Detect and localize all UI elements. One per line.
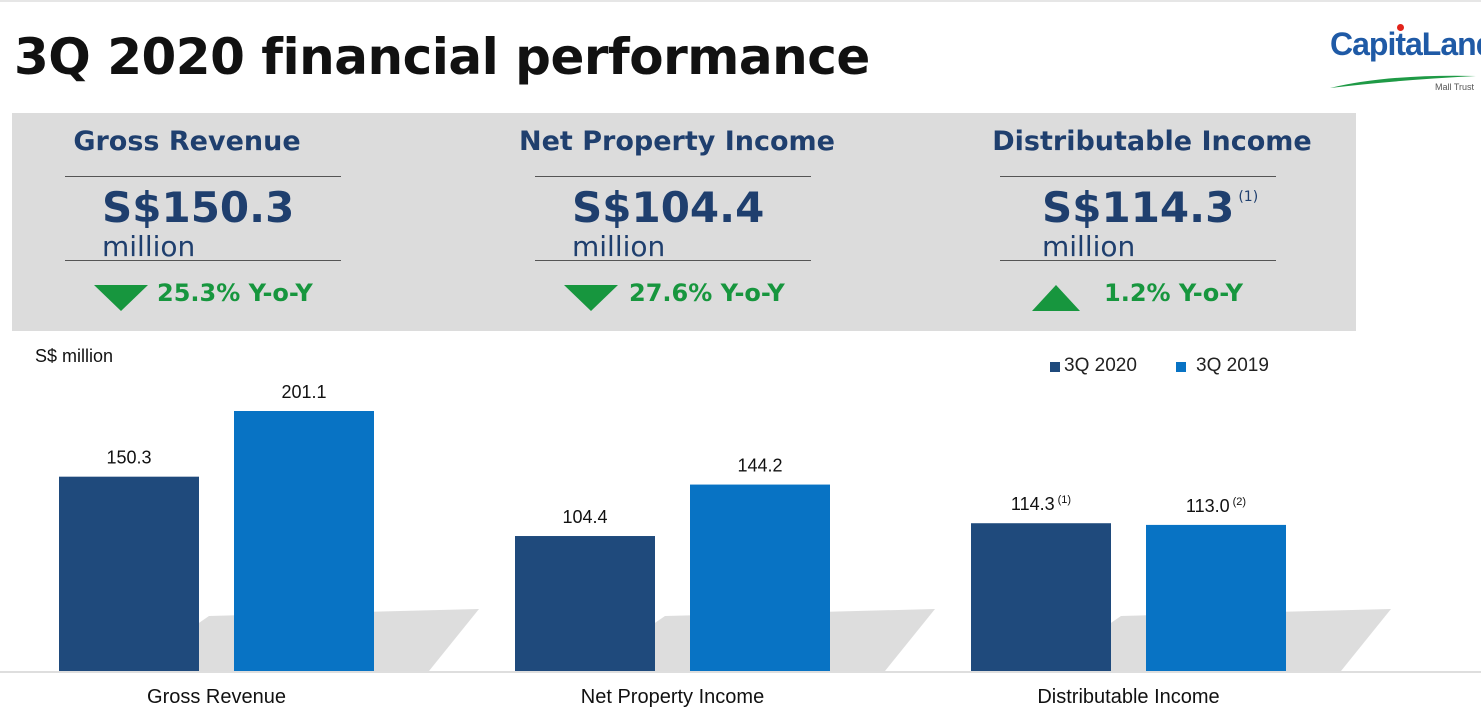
- kpi-divider: [1000, 176, 1276, 177]
- kpi-title: Distributable Income: [992, 126, 1312, 157]
- data-label: 144.2: [737, 456, 782, 476]
- legend-label-2019: 3Q 2019: [1196, 355, 1269, 376]
- legend-swatch-2020: [1050, 362, 1060, 372]
- category-label: Net Property Income: [581, 686, 764, 708]
- data-label: 201.1: [281, 382, 326, 402]
- kpi-title: Net Property Income: [519, 126, 835, 157]
- data-label: 150.3: [106, 448, 151, 468]
- data-label: 104.4: [562, 507, 607, 527]
- kpi-divider: [1000, 260, 1276, 261]
- kpi-change: 27.6% Y-o-Y: [629, 279, 785, 307]
- bar-3q-2020-2: [971, 523, 1111, 671]
- kpi-value: S$150.3: [102, 183, 295, 232]
- kpi-change: 25.3% Y-o-Y: [157, 279, 313, 307]
- kpi-net-property-income: Net Property Income S$104.4 million 27.6…: [507, 113, 867, 331]
- kpi-gross-revenue: Gross Revenue S$150.3 million 25.3% Y-o-…: [37, 113, 397, 331]
- kpi-distributable-income: Distributable Income S$114.3 (1) million …: [972, 113, 1332, 331]
- kpi-divider: [535, 260, 811, 261]
- kpi-divider: [535, 176, 811, 177]
- down-arrow-icon: [94, 285, 148, 311]
- kpi-unit: million: [102, 230, 196, 263]
- bar-3q-2020-1: [515, 536, 655, 671]
- kpi-divider: [65, 176, 341, 177]
- kpi-value: S$114.3 (1): [1042, 183, 1259, 232]
- kpi-divider: [65, 260, 341, 261]
- kpi-value: S$104.4: [572, 183, 765, 232]
- data-label: 114.3 (1): [1011, 494, 1071, 514]
- logo-swoosh-icon: [1330, 75, 1476, 88]
- category-label: Distributable Income: [1037, 686, 1219, 708]
- capitaland-logo: CapitaLand Mall Trust: [1320, 22, 1481, 94]
- category-label: Gross Revenue: [147, 686, 286, 708]
- bar-3q-2019-0: [234, 411, 374, 671]
- data-label: 113.0 (2): [1186, 496, 1246, 516]
- kpi-title: Gross Revenue: [73, 126, 301, 157]
- up-arrow-icon: [1032, 285, 1080, 311]
- bar-3q-2019-2: [1146, 524, 1286, 671]
- logo-brand: CapitaLand: [1330, 26, 1481, 62]
- kpi-unit: million: [1042, 230, 1136, 263]
- kpi-change: 1.2% Y-o-Y: [1104, 279, 1244, 307]
- legend-label-2020: 3Q 2020: [1064, 355, 1137, 376]
- bar-3q-2020-0: [59, 476, 199, 671]
- legend-swatch-2019: [1176, 362, 1186, 372]
- bar-3q-2019-1: [690, 484, 830, 671]
- kpi-panel: Gross Revenue S$150.3 million 25.3% Y-o-…: [12, 113, 1356, 331]
- kpi-unit: million: [572, 230, 666, 263]
- logo-dot-icon: [1397, 24, 1404, 31]
- top-divider: [0, 0, 1481, 2]
- down-arrow-icon: [564, 285, 618, 311]
- logo-subtitle: Mall Trust: [1434, 82, 1474, 92]
- page-title: 3Q 2020 financial performance: [14, 28, 870, 86]
- y-axis-unit-label: S$ million: [35, 346, 114, 366]
